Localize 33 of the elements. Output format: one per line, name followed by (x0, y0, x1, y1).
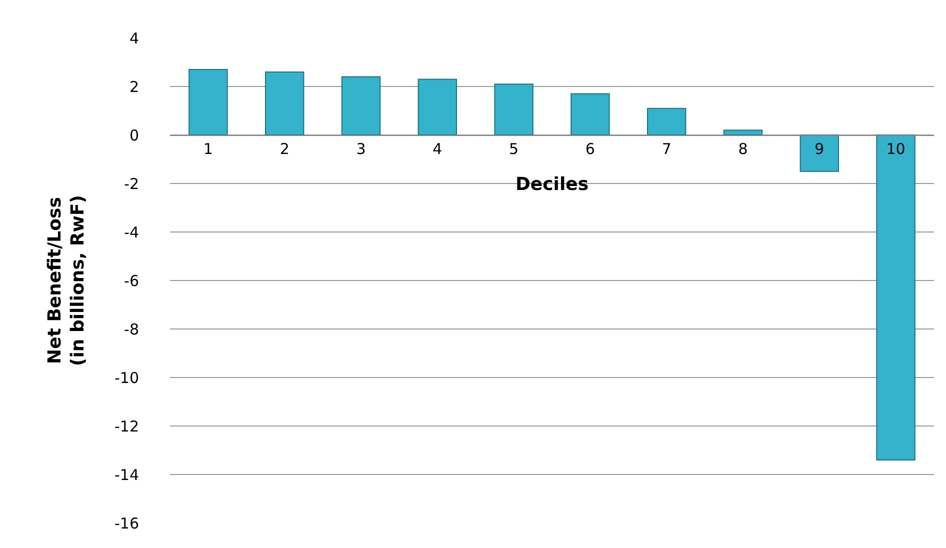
bar (418, 78, 457, 136)
y-tick-label: -14 (114, 466, 139, 484)
y-tick-label: 2 (129, 78, 139, 96)
y-axis-title: Net Benefit/Loss (in billions, RwF) (44, 194, 89, 366)
bar (188, 69, 228, 136)
y-tick-label: -4 (124, 223, 139, 242)
x-tick-label: 1 (203, 140, 213, 158)
y-tick-label: -2 (124, 174, 139, 193)
bar (494, 84, 534, 136)
bar (341, 76, 381, 136)
x-tick-label: 8 (738, 140, 748, 158)
y-tick-label: -8 (124, 320, 139, 338)
bar (800, 134, 839, 172)
x-tick-label: 2 (280, 140, 290, 158)
x-tick-label: 7 (662, 140, 672, 158)
x-tick-label: 10 (886, 140, 906, 158)
bar (876, 134, 916, 460)
y-tick-label: -12 (114, 417, 139, 436)
x-tick-label: 3 (356, 140, 366, 158)
bar (723, 130, 763, 136)
y-tick-label: -16 (114, 514, 139, 532)
bar (265, 71, 304, 136)
x-axis-title: Deciles (515, 174, 589, 196)
bar (570, 93, 610, 136)
x-tick-label: 5 (509, 140, 519, 158)
x-tick-label: 4 (432, 140, 442, 158)
y-tick-label: 0 (129, 126, 139, 144)
bar (647, 108, 686, 136)
y-tick-label: 4 (129, 29, 139, 48)
x-tick-label: 6 (585, 140, 595, 158)
x-tick-label: 9 (814, 140, 824, 158)
y-tick-label: -6 (124, 272, 139, 290)
y-tick-label: -10 (114, 368, 139, 387)
